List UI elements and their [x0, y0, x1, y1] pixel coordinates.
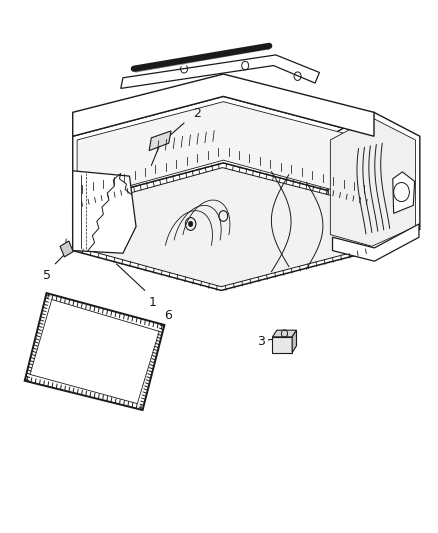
- Polygon shape: [77, 102, 370, 200]
- Text: 2: 2: [193, 107, 201, 120]
- Polygon shape: [73, 74, 374, 136]
- Polygon shape: [292, 330, 297, 352]
- Polygon shape: [25, 293, 164, 410]
- Text: 5: 5: [43, 269, 51, 282]
- Polygon shape: [73, 96, 374, 203]
- Text: 6: 6: [164, 309, 172, 322]
- Circle shape: [188, 221, 193, 227]
- Polygon shape: [73, 163, 374, 290]
- Polygon shape: [393, 172, 415, 213]
- Text: 1: 1: [149, 296, 157, 309]
- Polygon shape: [79, 167, 370, 287]
- Polygon shape: [328, 112, 420, 251]
- Text: 3: 3: [257, 335, 265, 349]
- Polygon shape: [272, 337, 292, 352]
- Polygon shape: [330, 118, 416, 246]
- Polygon shape: [332, 224, 419, 261]
- Polygon shape: [272, 330, 297, 337]
- Polygon shape: [60, 241, 73, 257]
- Polygon shape: [149, 131, 171, 151]
- Polygon shape: [73, 171, 136, 253]
- Polygon shape: [121, 55, 319, 88]
